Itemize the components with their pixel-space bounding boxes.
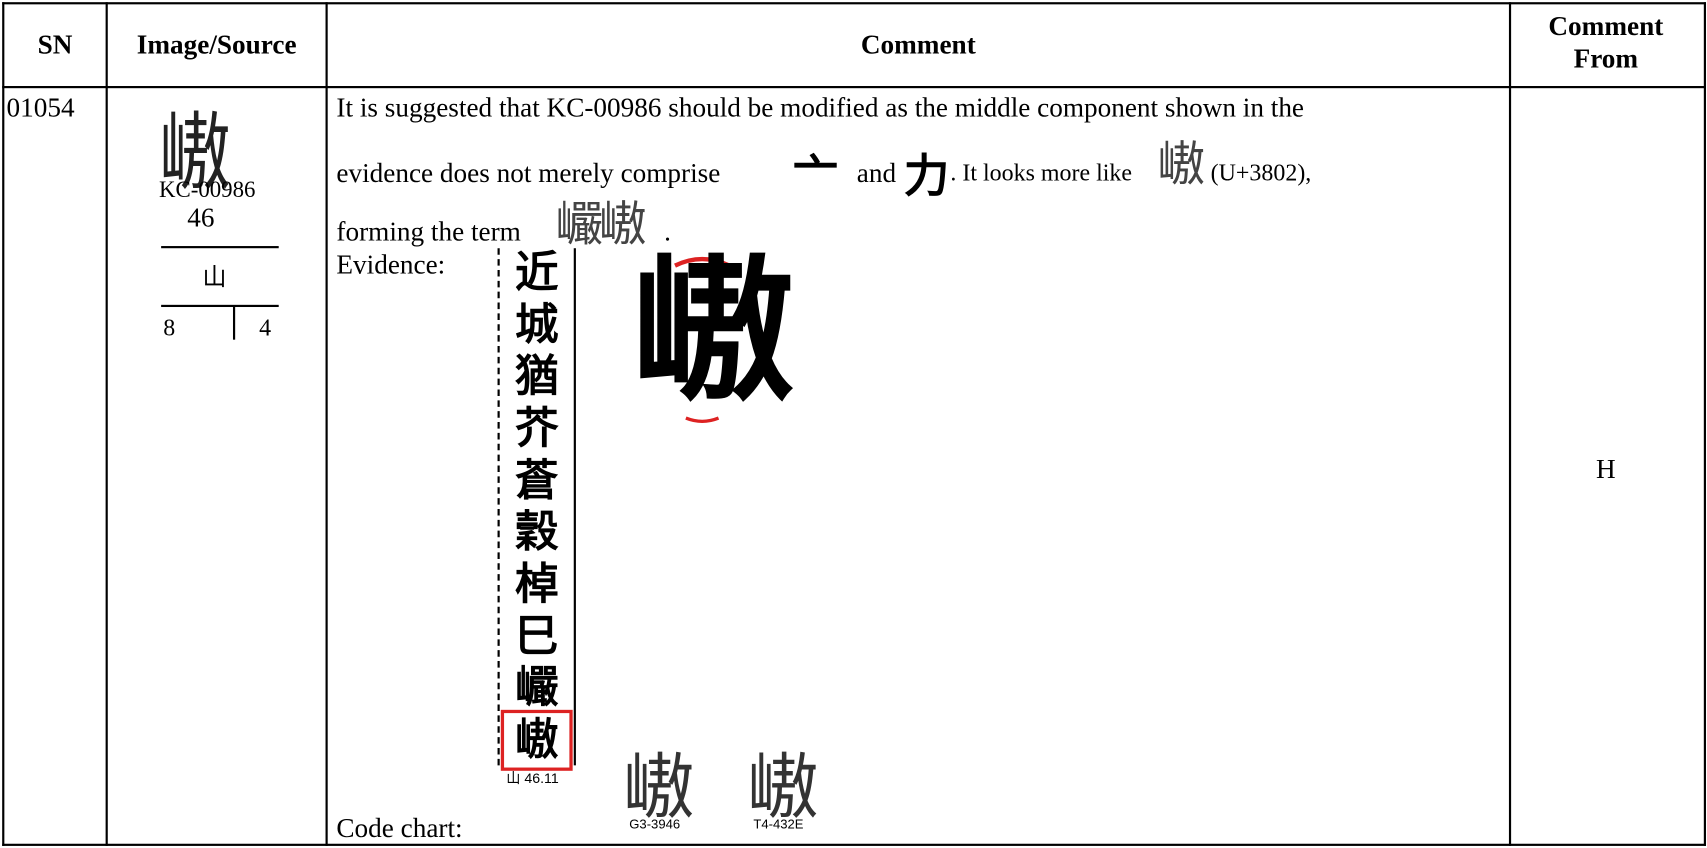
source-code: KC-00986 [158, 176, 256, 203]
code-chart-glyph: 㠂 [746, 745, 819, 830]
stroke-count: 46 [187, 203, 215, 233]
border [1703, 2, 1706, 846]
comment-text: It is suggested that KC-00986 should be … [336, 93, 1305, 124]
component: 力 [903, 149, 950, 203]
rule [232, 307, 236, 340]
evidence-caption: 山 46.11 [506, 769, 559, 787]
code-chart-source: G3-3946 [629, 816, 681, 832]
circle-arc [685, 416, 720, 423]
radical: 山 [202, 264, 227, 292]
code-chart-source: T4-432E [753, 816, 804, 832]
evidence-char: 㠂 [514, 715, 559, 766]
comment-from: H [1596, 455, 1616, 485]
code-chart-label: Code chart: [336, 814, 463, 844]
evidence-strip: 近城猶芥蒼穀棹巳巗㠂 [497, 248, 576, 766]
border [1508, 2, 1512, 846]
border [2, 86, 1706, 89]
evidence-char: 城 [514, 300, 559, 351]
component: 亠 [792, 149, 839, 203]
rule [161, 304, 279, 308]
header-cell: Image/Source [136, 30, 297, 60]
inline-glyph: 㠂 [1157, 137, 1206, 193]
border [2, 2, 5, 846]
rule [161, 246, 279, 249]
header-cell: SN [37, 30, 73, 60]
border [2, 843, 1706, 846]
comment-text: evidence does not merely comprise [336, 158, 721, 189]
border [2, 2, 1706, 5]
circle-arc [674, 256, 731, 268]
comment-text: forming the term [336, 217, 521, 248]
highlight-box [500, 709, 573, 771]
header-cell: Comment From [1548, 11, 1664, 75]
evidence-zoom: 㠂 [631, 253, 794, 424]
header-cell: Comment [860, 30, 976, 60]
comment-text: . It looks more like [950, 158, 1133, 187]
evidence-char: 巳 [514, 611, 559, 662]
evidence-label: Evidence: [336, 250, 446, 280]
right-count: 4 [259, 313, 272, 341]
left-count: 8 [163, 313, 176, 341]
evidence-char: 猶 [514, 351, 559, 403]
evidence-char: 近 [514, 248, 559, 299]
inline-glyph: 巗㠂 [555, 197, 646, 253]
evidence-char: 棹 [514, 559, 559, 610]
comment-text: (U+3802), [1210, 158, 1312, 187]
source-glyph: 㠂 [158, 104, 231, 203]
code-chart-glyph: 㠂 [622, 745, 695, 830]
evidence-char: 芥 [514, 403, 559, 454]
sn: 01054 [6, 93, 75, 124]
evidence-char: 蒼 [514, 455, 559, 506]
evidence-char: 穀 [514, 507, 559, 558]
evidence-char: 巗 [514, 663, 559, 714]
border [325, 2, 328, 846]
comment-text: and [856, 158, 897, 189]
comment-text: . [664, 217, 671, 248]
zoom-glyph: 㠂 [631, 253, 794, 424]
border [105, 2, 108, 846]
